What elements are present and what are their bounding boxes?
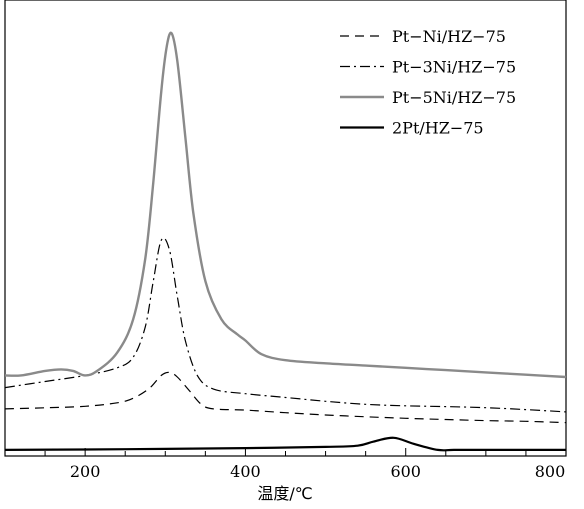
legend-label-pt-3ni-hz-75: Pt−3Ni/HZ−75 (392, 58, 516, 77)
x-tick-label: 200 (70, 462, 101, 481)
series-line-2pt-hz-75 (4, 436, 566, 452)
legend-label-pt-5ni-hz-75: Pt−5Ni/HZ−75 (392, 88, 516, 107)
series-layer (4, 31, 567, 452)
x-tick-label: 800 (535, 462, 566, 481)
x-tick-label: 600 (390, 462, 421, 481)
series-line-pt-3ni-hz-75 (4, 237, 567, 413)
legend-label-2pt-hz-75: 2Pt/HZ−75 (392, 119, 484, 138)
legend-label-pt-ni-hz-75: Pt−Ni/HZ−75 (392, 27, 506, 46)
legend: Pt−Ni/HZ−75 Pt−3Ni/HZ−75 Pt−5Ni/HZ−75 2Pt/H… (340, 27, 516, 138)
series-line-pt-ni-hz-75 (4, 371, 567, 424)
x-axis: 200 400 600 800 (4, 448, 567, 481)
series-line-pt-5ni-hz-75 (4, 31, 567, 379)
x-axis-title: 温度/℃ (257, 484, 312, 503)
x-tick-label: 400 (230, 462, 261, 481)
